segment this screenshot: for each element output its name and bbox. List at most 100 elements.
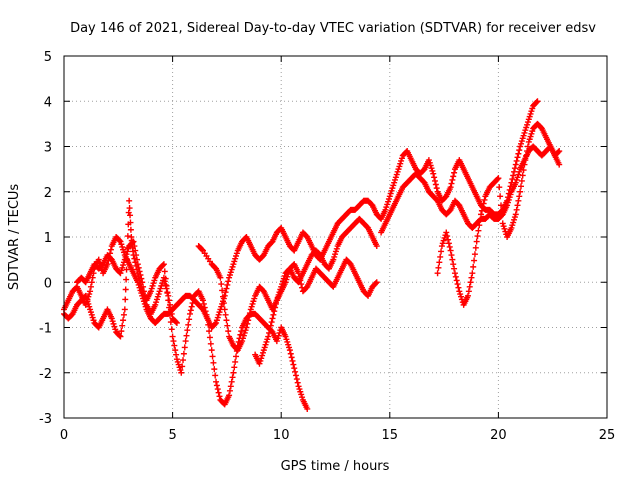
data-point — [110, 320, 117, 327]
data-point — [512, 161, 519, 168]
y-tick-labels: -3 -2 -1 0 1 2 3 4 5 — [39, 50, 52, 427]
data-point — [556, 148, 563, 155]
data-point — [425, 157, 432, 164]
data-point — [524, 119, 531, 126]
data-point — [270, 311, 277, 318]
data-point — [384, 201, 391, 208]
data-point — [529, 128, 536, 135]
data-point — [284, 338, 291, 345]
data-point — [118, 241, 125, 248]
data-point — [120, 259, 127, 266]
data-point — [117, 270, 124, 277]
data-point — [131, 243, 138, 250]
data-point — [471, 251, 478, 258]
data-point — [469, 270, 476, 277]
data-point — [513, 206, 520, 213]
x-tick-label: 25 — [599, 428, 616, 443]
data-point — [286, 347, 293, 354]
data-point — [189, 300, 196, 307]
data-point — [478, 207, 485, 214]
data-point — [142, 297, 149, 304]
data-point — [175, 361, 182, 368]
data-point — [525, 138, 532, 145]
data-point — [265, 333, 272, 340]
data-point — [204, 315, 211, 322]
data-point — [172, 347, 179, 354]
data-point — [383, 204, 390, 211]
data-point — [297, 277, 304, 284]
data-point — [458, 293, 465, 300]
data-point — [206, 334, 213, 341]
data-point — [180, 357, 187, 364]
data-point — [398, 155, 405, 162]
data-point — [514, 202, 521, 209]
data-point — [171, 342, 178, 349]
data-point — [386, 193, 393, 200]
data-point — [516, 193, 523, 200]
data-point — [213, 378, 220, 385]
data-point — [250, 298, 257, 305]
data-point — [166, 297, 173, 304]
data-point — [266, 329, 273, 336]
data-point — [443, 229, 450, 236]
data-point — [148, 285, 155, 292]
data-point — [133, 256, 140, 263]
data-point — [466, 283, 473, 290]
data-point — [528, 130, 535, 137]
y-tick-label: 4 — [44, 95, 52, 110]
data-point — [267, 322, 274, 329]
data-point — [210, 359, 217, 366]
grid — [64, 56, 607, 418]
data-point — [141, 292, 148, 299]
data-point — [389, 185, 396, 192]
data-point — [392, 174, 399, 181]
data-point — [182, 338, 189, 345]
series-track-3 — [74, 215, 380, 354]
data-point — [395, 166, 402, 173]
data-point — [510, 172, 517, 179]
data-point — [526, 136, 533, 143]
data-point — [522, 127, 529, 134]
data-point — [449, 176, 456, 183]
data-point — [207, 340, 214, 347]
data-point — [83, 295, 90, 302]
data-point — [241, 329, 248, 336]
data-point — [450, 173, 457, 180]
data-point — [454, 281, 461, 288]
data-point — [222, 289, 229, 296]
data-point — [271, 308, 278, 315]
data-point — [513, 176, 520, 183]
data-point — [293, 376, 300, 383]
data-point — [178, 369, 185, 376]
data-point — [89, 274, 96, 281]
data-point — [526, 113, 533, 120]
data-point — [438, 248, 445, 255]
data-point — [499, 220, 506, 227]
data-point — [214, 314, 221, 321]
data-point — [190, 296, 197, 303]
data-point — [282, 333, 289, 340]
data-point — [373, 279, 380, 286]
data-point — [431, 177, 438, 184]
data-point — [393, 171, 400, 178]
data-point — [87, 283, 94, 290]
data-point — [229, 263, 236, 270]
data-point — [473, 238, 480, 245]
data-point — [119, 243, 126, 250]
data-point — [388, 187, 395, 194]
data-point — [229, 374, 236, 381]
data-point — [433, 185, 440, 192]
data-point — [521, 161, 528, 168]
data-point — [173, 319, 180, 326]
data-point — [556, 161, 563, 168]
data-point — [118, 267, 125, 274]
data-point — [452, 273, 459, 280]
data-point — [161, 268, 168, 275]
data-point — [151, 277, 158, 284]
data-point — [430, 170, 437, 177]
data-point — [160, 261, 167, 268]
y-axis-label: SDTVAR / TECUs — [7, 184, 22, 291]
data-point — [140, 288, 147, 295]
data-point — [468, 274, 475, 281]
data-point — [518, 138, 525, 145]
